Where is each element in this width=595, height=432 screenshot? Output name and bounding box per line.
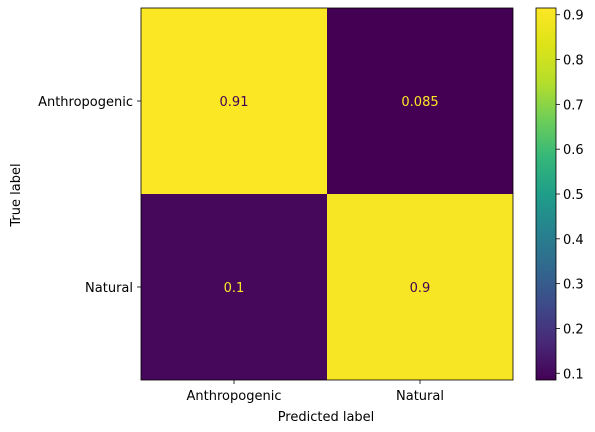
heatmap-cell-0-0: [141, 8, 327, 194]
matrix-plot-area: [140, 7, 514, 381]
cell-label-0-0: 0.91: [220, 95, 249, 110]
plot-frame: [140, 7, 514, 381]
x-tick-label-1: Natural: [396, 389, 444, 404]
x-tick-label-0: Anthropogenic: [187, 389, 282, 404]
y-tick-label-0: Anthropogenic: [38, 95, 133, 110]
colorbar-tick-label-6: 0.7: [563, 98, 584, 113]
colorbar: [535, 7, 557, 381]
colorbar-tick-label-4: 0.5: [563, 188, 584, 203]
x-axis: Anthropogenic Natural: [187, 380, 444, 404]
colorbar-tick-label-2: 0.3: [563, 278, 584, 293]
colorbar-tick-label-8: 0.9: [563, 9, 584, 24]
cell-value-labels: 0.91 0.085 0.1 0.9: [220, 95, 439, 296]
heatmap-cell-1-1: [327, 194, 513, 380]
cell-label-1-1: 0.9: [410, 281, 431, 296]
colorbar-tick-label-1: 0.2: [563, 322, 584, 337]
x-axis-title: Predicted label: [278, 410, 375, 425]
heatmap-cell-0-1: [327, 8, 513, 194]
colorbar-tick-label-7: 0.8: [563, 54, 584, 69]
heatmap-cell-1-0: [141, 194, 327, 380]
colorbar-tick-label-5: 0.6: [563, 143, 584, 158]
colorbar-ticks: 0.1 0.2 0.3 0.4 0.5 0.6 0.7 0.8 0.9: [556, 9, 584, 382]
y-axis-title: True label: [9, 163, 24, 227]
colorbar-gradient: [535, 7, 557, 381]
colorbar-tick-label-3: 0.4: [563, 233, 584, 248]
y-tick-label-1: Natural: [85, 281, 133, 296]
cell-label-1-0: 0.1: [224, 281, 245, 296]
y-axis: Anthropogenic Natural: [38, 95, 141, 296]
cell-label-0-1: 0.085: [401, 95, 438, 110]
colorbar-tick-label-0: 0.1: [563, 367, 584, 382]
